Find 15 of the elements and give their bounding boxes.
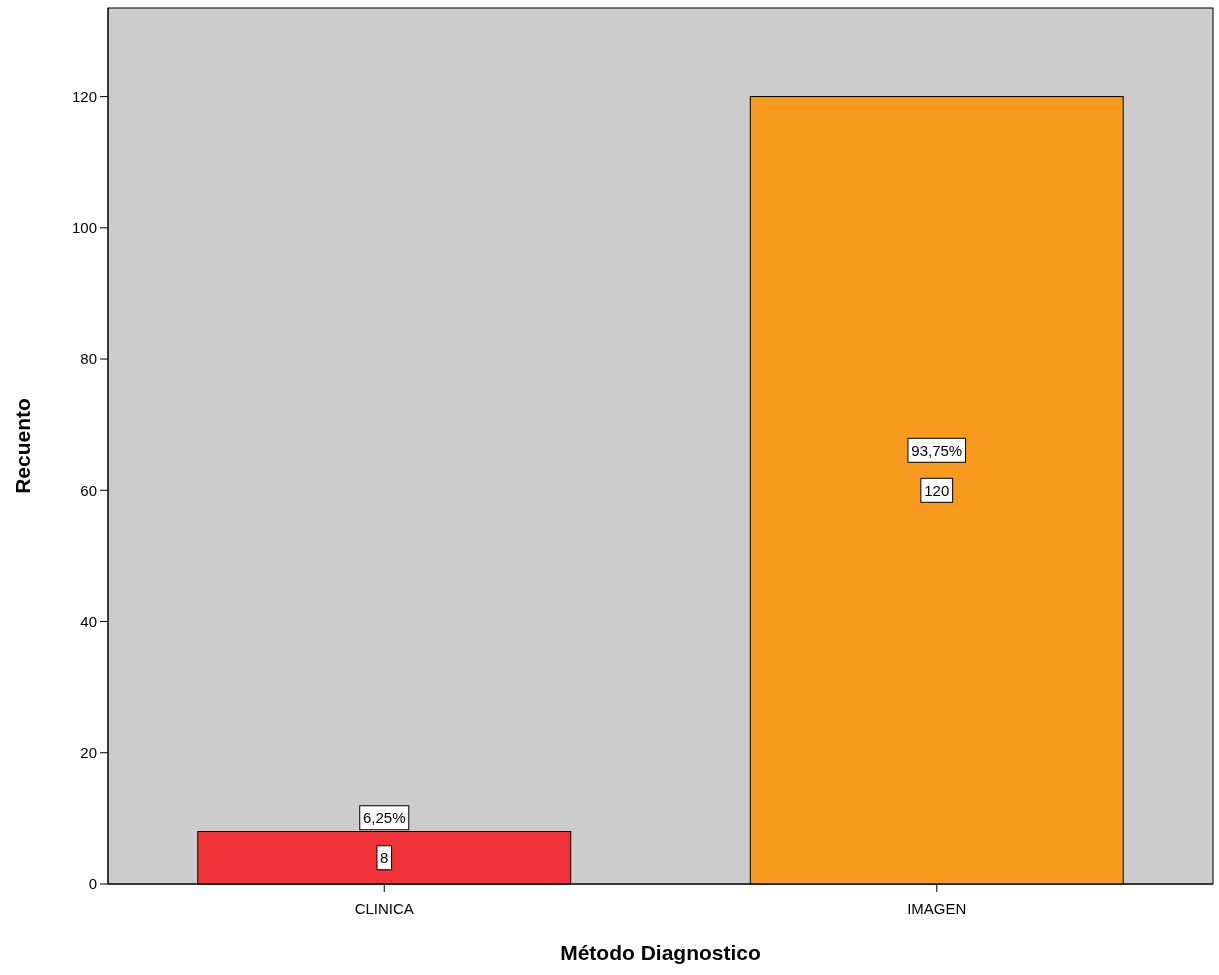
data-label: 8 xyxy=(380,849,389,866)
y-axis-title: Recuento xyxy=(11,398,34,494)
y-tick-label: 40 xyxy=(80,612,97,630)
y-tick-label: 120 xyxy=(71,87,97,105)
annotation: 6,25% xyxy=(362,809,406,826)
data-label: 120 xyxy=(924,481,950,499)
x-tick-label: CLINICA xyxy=(354,900,414,917)
y-tick-label: 60 xyxy=(80,481,97,499)
x-tick-label: IMAGEN xyxy=(907,900,967,917)
y-tick-label: 80 xyxy=(80,350,97,368)
y-tick-label: 0 xyxy=(88,875,97,893)
y-tick-label: 20 xyxy=(80,744,97,762)
annotation: 93,75% xyxy=(911,441,963,459)
y-tick-label: 100 xyxy=(71,219,97,237)
x-axis-title: Método Diagnostico xyxy=(560,941,761,964)
